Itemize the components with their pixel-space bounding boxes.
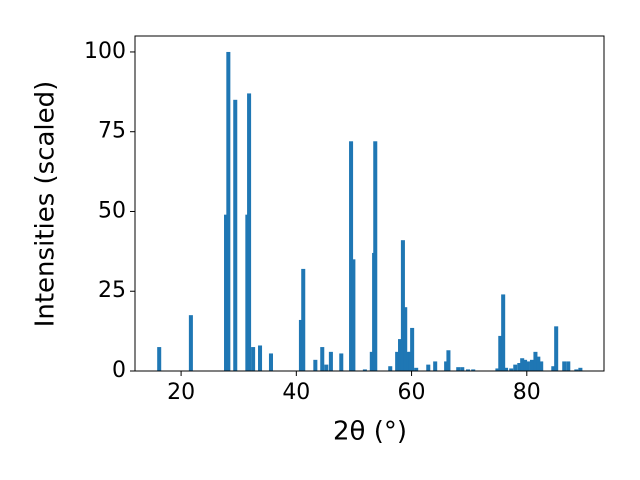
x-tick-label: 60	[398, 380, 426, 405]
bar	[501, 294, 506, 371]
bar	[406, 351, 411, 371]
bar	[509, 368, 514, 371]
bar	[562, 361, 567, 371]
bar	[373, 141, 378, 371]
y-tick-label: 75	[98, 119, 126, 144]
bar	[369, 351, 374, 371]
bar	[188, 315, 193, 371]
bar	[251, 347, 256, 371]
bar	[525, 361, 530, 371]
bar	[551, 366, 556, 371]
bar	[224, 214, 229, 371]
bar	[398, 339, 403, 371]
bar	[410, 327, 415, 371]
bar	[574, 369, 579, 371]
y-tick-label: 25	[98, 278, 126, 303]
bar	[403, 307, 408, 371]
bar	[313, 359, 318, 371]
bar	[433, 361, 438, 371]
bar	[324, 364, 329, 371]
bar	[320, 347, 325, 371]
bar	[460, 367, 465, 371]
bar	[388, 366, 393, 371]
bar	[349, 141, 354, 371]
x-tick-label: 80	[513, 380, 541, 405]
bar	[247, 93, 252, 371]
bar	[513, 364, 518, 371]
bar	[351, 259, 356, 371]
bar	[395, 351, 400, 371]
bar	[471, 369, 476, 371]
bar	[328, 351, 333, 371]
bar	[400, 240, 405, 371]
bar	[554, 326, 559, 371]
y-tick-label: 50	[98, 198, 126, 223]
bar	[529, 359, 534, 371]
bar	[226, 51, 231, 371]
bar	[444, 361, 449, 371]
y-tick-label: 0	[112, 358, 126, 383]
bar	[456, 367, 461, 371]
plot-frame	[134, 35, 605, 372]
bar	[268, 353, 273, 371]
bar	[498, 335, 503, 371]
bar	[517, 363, 522, 371]
bar	[426, 364, 431, 371]
y-axis-title: Intensities (scaled)	[31, 81, 61, 328]
x-tick-label: 20	[167, 380, 195, 405]
bar	[258, 345, 263, 371]
bar	[578, 367, 583, 371]
bar	[446, 350, 451, 371]
x-tick-label: 40	[282, 380, 310, 405]
bar	[339, 353, 344, 371]
bar	[298, 319, 303, 371]
bar	[520, 358, 525, 371]
bar	[566, 361, 571, 371]
bar	[414, 367, 419, 371]
bar	[533, 351, 538, 371]
bar	[495, 368, 500, 371]
bar	[362, 369, 367, 371]
bar	[157, 347, 162, 371]
bar	[466, 369, 471, 371]
x-axis-title: 2θ (°)	[333, 417, 407, 447]
bar	[233, 99, 238, 372]
bar	[523, 359, 528, 371]
bar	[504, 367, 509, 371]
bar	[301, 268, 306, 371]
bar	[536, 356, 541, 371]
bar	[539, 361, 544, 371]
y-tick-label: 100	[84, 39, 126, 64]
